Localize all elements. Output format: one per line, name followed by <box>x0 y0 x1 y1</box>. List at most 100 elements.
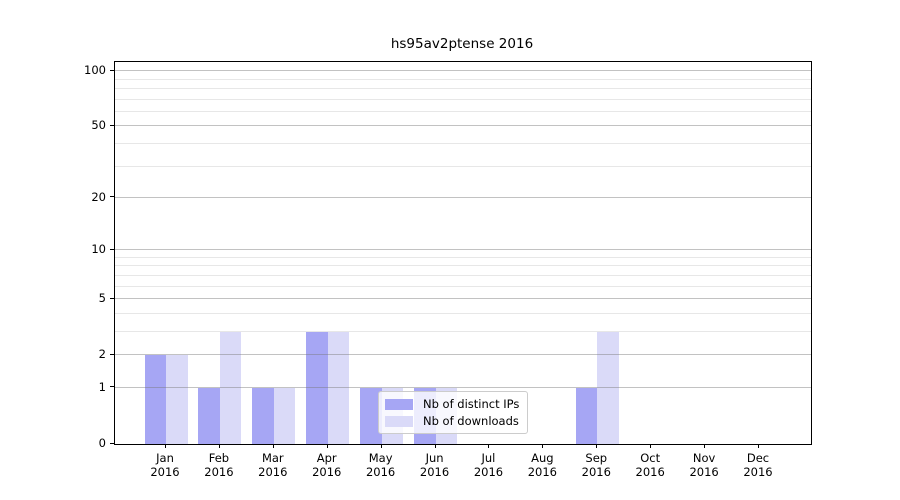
x-tick-mark <box>218 444 220 448</box>
year-label: 2016 <box>581 465 611 479</box>
gridline-minor <box>115 274 811 276</box>
x-tick-mark <box>596 444 598 448</box>
month-label: Nov <box>692 451 716 465</box>
month-label: May <box>368 451 393 465</box>
legend: Nb of distinct IPs Nb of downloads <box>378 391 529 434</box>
gridline-minor <box>115 285 811 287</box>
y-tick-mark <box>110 297 114 299</box>
gridline-minor <box>115 330 811 332</box>
x-axis-tick-label: Jun 2016 <box>420 451 449 479</box>
legend-entry-distinct-ips: Nb of distinct IPs <box>385 397 519 411</box>
gridline-major <box>115 197 811 198</box>
gridline-minor <box>115 142 811 144</box>
bar-nb-of-downloads <box>597 331 619 444</box>
bar-nb-of-distinct-ips <box>360 388 382 444</box>
x-tick-mark <box>704 444 706 448</box>
gridline-minor <box>115 110 811 112</box>
gridline-major <box>115 249 811 251</box>
gridline-major <box>115 298 811 300</box>
year-label: 2016 <box>635 465 665 479</box>
bar-nb-of-downloads <box>219 331 242 444</box>
gridline-major <box>115 125 811 127</box>
legend-label-distinct-ips: Nb of distinct IPs <box>423 397 520 411</box>
y-axis-tick-label: 10 <box>91 242 106 257</box>
x-axis-tick-label: May 2016 <box>366 451 395 479</box>
x-tick-mark <box>380 444 382 448</box>
year-label: 2016 <box>527 465 557 479</box>
month-label: Jul <box>481 451 496 465</box>
gridline-minor <box>115 165 811 167</box>
x-tick-mark <box>434 444 436 448</box>
bar-nb-of-distinct-ips <box>252 388 274 444</box>
gridline-minor <box>115 265 811 267</box>
gridline-minor <box>115 98 811 100</box>
y-tick-mark <box>110 248 114 250</box>
legend-swatch-downloads <box>385 415 413 427</box>
legend-swatch-distinct-ips <box>385 398 413 410</box>
year-label: 2016 <box>419 465 450 479</box>
legend-entry-downloads: Nb of downloads <box>385 414 519 428</box>
y-axis-tick-label: 50 <box>91 118 106 133</box>
y-tick-mark <box>110 69 114 71</box>
bar-nb-of-distinct-ips <box>198 388 220 444</box>
year-label: 2016 <box>365 465 396 479</box>
y-axis-tick-label: 1 <box>98 379 106 394</box>
bar-nb-of-distinct-ips <box>306 331 328 444</box>
x-tick-mark <box>650 444 652 448</box>
y-axis-tick-label: 2 <box>98 347 106 362</box>
gridline-minor <box>115 78 811 80</box>
month-label: Jun <box>425 451 444 465</box>
gridline-minor <box>115 87 811 89</box>
gridline-minor <box>115 312 811 314</box>
x-axis-tick-label: Jul 2016 <box>474 451 503 479</box>
x-tick-mark <box>165 444 166 448</box>
x-axis-tick-label: Feb 2016 <box>204 451 233 479</box>
plot-area <box>114 61 812 445</box>
bar-nb-of-downloads <box>166 355 188 444</box>
month-label: Dec <box>746 451 770 465</box>
month-label: Jan <box>156 451 174 465</box>
month-label: Apr <box>316 451 337 465</box>
x-axis-tick-label: Oct 2016 <box>636 451 665 479</box>
year-label: 2016 <box>204 465 234 479</box>
bar-nb-of-downloads <box>327 331 350 444</box>
month-label: Mar <box>261 451 284 465</box>
gridline-major <box>115 70 811 72</box>
month-label: Feb <box>208 451 230 465</box>
month-label: Oct <box>640 451 661 465</box>
gridline-minor <box>115 256 811 258</box>
x-tick-mark <box>758 444 759 448</box>
gridline-major <box>115 354 811 356</box>
y-tick-mark <box>110 353 114 355</box>
bar-nb-of-distinct-ips <box>144 355 166 444</box>
y-axis-tick-label: 20 <box>91 189 106 204</box>
bar-nb-of-distinct-ips <box>575 388 598 444</box>
x-axis-tick-label: Nov 2016 <box>689 451 718 479</box>
y-axis-tick-label: 5 <box>98 291 106 306</box>
x-tick-mark <box>272 444 274 448</box>
year-label: 2016 <box>473 465 504 479</box>
chart-title: hs95av2ptense 2016 <box>390 36 534 52</box>
year-label: 2016 <box>743 465 773 479</box>
x-axis-tick-label: Sep 2016 <box>582 451 611 479</box>
x-axis-tick-label: Dec 2016 <box>743 451 772 479</box>
year-label: 2016 <box>312 465 342 479</box>
y-tick-mark <box>110 124 114 126</box>
x-axis-tick-label: Mar 2016 <box>258 451 287 479</box>
y-tick-mark <box>110 442 114 444</box>
y-axis-tick-label: 0 <box>98 436 106 450</box>
y-tick-mark <box>110 386 114 388</box>
x-tick-mark <box>326 444 328 448</box>
x-tick-mark <box>488 444 490 448</box>
year-label: 2016 <box>689 465 719 479</box>
year-label: 2016 <box>150 465 180 479</box>
x-axis-tick-label: Aug 2016 <box>528 451 557 479</box>
legend-label-downloads: Nb of downloads <box>423 414 519 428</box>
y-tick-mark <box>110 196 114 198</box>
bar-nb-of-downloads <box>273 388 296 444</box>
x-axis-tick-label: Jan 2016 <box>150 451 179 479</box>
y-axis-tick-label: 100 <box>84 63 106 78</box>
year-label: 2016 <box>258 465 288 479</box>
x-axis-tick-label: Apr 2016 <box>312 451 341 479</box>
